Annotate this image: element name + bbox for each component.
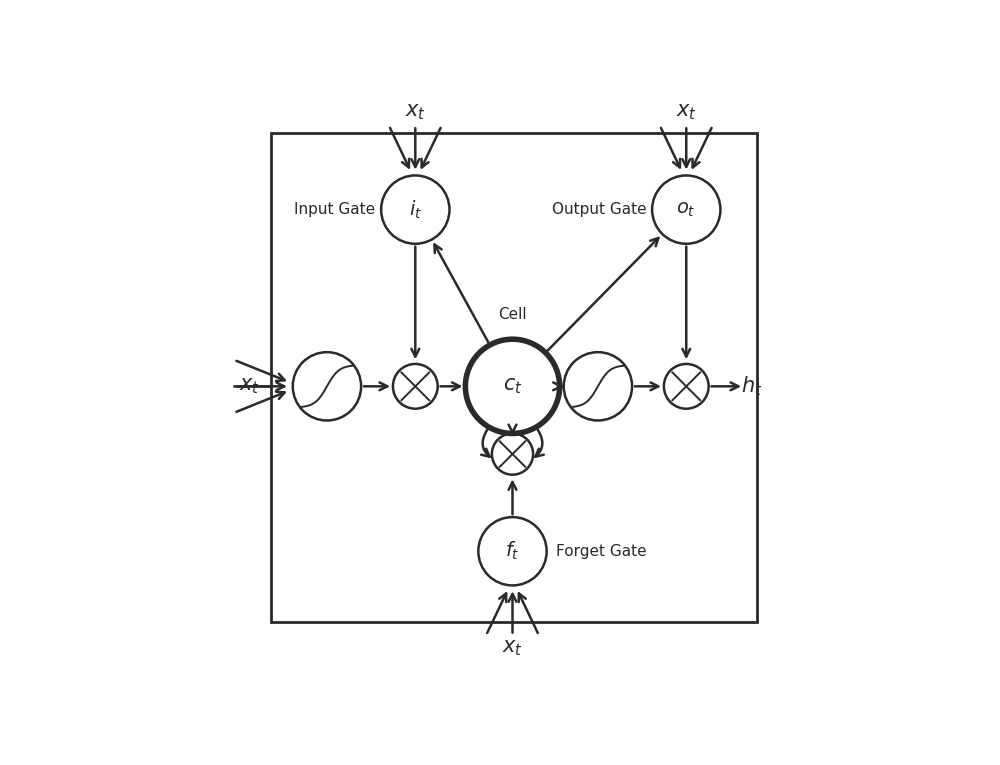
Text: $x_t$: $x_t$ [676, 103, 697, 122]
Text: Cell: Cell [498, 307, 527, 321]
Text: $f_t$: $f_t$ [505, 540, 520, 562]
Text: $i_t$: $i_t$ [409, 198, 422, 221]
Text: $h_t$: $h_t$ [741, 375, 762, 398]
Text: $x_t$: $x_t$ [239, 376, 260, 396]
FancyArrowPatch shape [481, 430, 490, 457]
FancyArrowPatch shape [535, 430, 544, 457]
Text: Output Gate: Output Gate [552, 202, 646, 217]
Text: $c_t$: $c_t$ [503, 376, 522, 396]
Text: Input Gate: Input Gate [294, 202, 375, 217]
Text: $o_t$: $o_t$ [676, 200, 696, 219]
Text: $x_t$: $x_t$ [405, 103, 426, 122]
Text: $x_t$: $x_t$ [502, 639, 523, 658]
Bar [271, 133, 757, 622]
Text: Forget Gate: Forget Gate [556, 544, 646, 558]
